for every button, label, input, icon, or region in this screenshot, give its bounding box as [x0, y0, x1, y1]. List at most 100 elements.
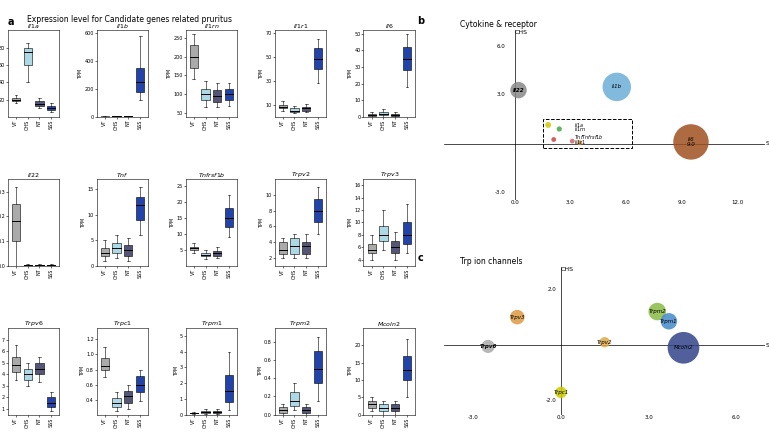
Bar	[403, 356, 411, 380]
Y-axis label: TPM: TPM	[80, 366, 85, 376]
Bar	[278, 105, 287, 108]
Bar	[291, 238, 298, 254]
Text: $\it{Il1r1}$: $\it{Il1r1}$	[574, 138, 587, 146]
Title: $\it{Il22}$: $\it{Il22}$	[27, 171, 40, 179]
Bar	[368, 401, 376, 408]
Bar	[391, 241, 399, 254]
Y-axis label: TPM: TPM	[82, 217, 86, 228]
Text: Trpv3: Trpv3	[510, 314, 525, 320]
Bar	[101, 248, 109, 256]
Bar	[379, 404, 388, 411]
Text: $\it{Il1a}$: $\it{Il1a}$	[574, 121, 584, 129]
Title: $\it{Trpv6}$: $\it{Trpv6}$	[24, 319, 43, 328]
Bar	[291, 108, 298, 112]
Bar	[24, 48, 32, 65]
Bar	[368, 244, 376, 254]
Title: $\it{Tnf}$: $\it{Tnf}$	[116, 171, 129, 179]
Bar	[24, 368, 32, 380]
Title: $\it{Il1r1}$: $\it{Il1r1}$	[293, 22, 308, 30]
Text: SSS: SSS	[765, 343, 769, 347]
Point	[553, 126, 565, 133]
Text: Cytokine & receptor: Cytokine & receptor	[461, 20, 538, 29]
Text: 2.0: 2.0	[548, 287, 557, 292]
Text: $\it{Il1rn}$: $\it{Il1rn}$	[574, 125, 587, 133]
Bar	[379, 226, 388, 241]
Bar	[291, 392, 298, 406]
Bar	[12, 357, 20, 372]
Bar	[314, 48, 322, 69]
Bar	[213, 411, 221, 413]
Text: -2.0: -2.0	[546, 398, 557, 403]
Bar	[543, 119, 631, 148]
Bar	[278, 407, 287, 413]
Text: 6.0: 6.0	[497, 44, 505, 49]
Bar	[391, 114, 399, 116]
Title: $\it{Il1b}$: $\it{Il1b}$	[116, 22, 129, 30]
Point	[554, 389, 567, 396]
Bar	[136, 197, 145, 220]
Bar	[213, 90, 221, 102]
Point	[482, 343, 494, 350]
Bar	[47, 264, 55, 266]
Text: c: c	[418, 253, 423, 263]
Point	[677, 344, 690, 351]
Text: 0.0: 0.0	[511, 200, 519, 205]
Text: 3.0: 3.0	[644, 415, 653, 420]
Bar	[125, 391, 132, 403]
Text: Il1b: Il1b	[611, 84, 622, 89]
Text: 0.0: 0.0	[557, 415, 565, 420]
Text: 9.0: 9.0	[677, 200, 686, 205]
Text: CHS: CHS	[514, 30, 528, 35]
Bar	[225, 89, 233, 100]
Point	[548, 136, 560, 143]
Title: $\it{Trpv3}$: $\it{Trpv3}$	[380, 170, 399, 179]
Bar	[302, 107, 311, 111]
Point	[542, 121, 554, 128]
Bar	[125, 245, 132, 256]
Text: Trpv6: Trpv6	[479, 344, 497, 349]
Y-axis label: TPM: TPM	[348, 69, 353, 79]
Point	[611, 83, 623, 90]
Point	[663, 318, 675, 325]
Text: Il22: Il22	[513, 88, 524, 92]
Y-axis label: TPM: TPM	[348, 217, 353, 228]
Bar	[112, 398, 121, 407]
Text: SSS: SSS	[765, 141, 769, 146]
Title: $\it{Tnfrsf1b}$: $\it{Tnfrsf1b}$	[198, 171, 225, 179]
Title: $\it{Trpm1}$: $\it{Trpm1}$	[201, 319, 222, 328]
Bar	[136, 375, 145, 392]
Y-axis label: TPM: TPM	[78, 69, 83, 79]
Text: Trp ion channels: Trp ion channels	[461, 257, 523, 266]
Bar	[213, 251, 221, 256]
Bar	[403, 222, 411, 244]
Y-axis label: TPM: TPM	[259, 217, 265, 228]
Title: $\it{Il1a}$: $\it{Il1a}$	[27, 22, 40, 30]
Text: 3.0: 3.0	[497, 92, 505, 98]
Point	[512, 87, 524, 94]
Bar	[112, 243, 121, 253]
Text: b: b	[418, 16, 424, 26]
Bar	[136, 68, 145, 92]
Bar	[47, 397, 55, 407]
Text: $\it{Tnf  Tnfrsf1b}$: $\it{Tnf Tnfrsf1b}$	[574, 133, 604, 141]
Point	[685, 139, 697, 146]
Text: Mcoln2: Mcoln2	[674, 345, 694, 350]
Bar	[391, 404, 399, 411]
Y-axis label: TPM: TPM	[259, 69, 265, 79]
Bar	[314, 351, 322, 383]
Text: Trpv2: Trpv2	[597, 340, 612, 345]
Bar	[35, 363, 44, 374]
Text: -3.0: -3.0	[494, 190, 505, 194]
Bar	[201, 253, 210, 256]
Point	[566, 138, 578, 145]
Title: $\it{Il6}$: $\it{Il6}$	[384, 22, 394, 30]
Bar	[12, 204, 20, 241]
Title: $\it{Trpc1}$: $\it{Trpc1}$	[113, 319, 132, 328]
Y-axis label: TPM: TPM	[171, 217, 175, 228]
Bar	[302, 242, 311, 254]
Text: Trpc1: Trpc1	[554, 390, 568, 395]
Text: Trpm2: Trpm2	[648, 309, 666, 314]
Text: Trpm1: Trpm1	[660, 319, 677, 324]
Point	[511, 314, 524, 321]
Bar	[368, 114, 376, 116]
